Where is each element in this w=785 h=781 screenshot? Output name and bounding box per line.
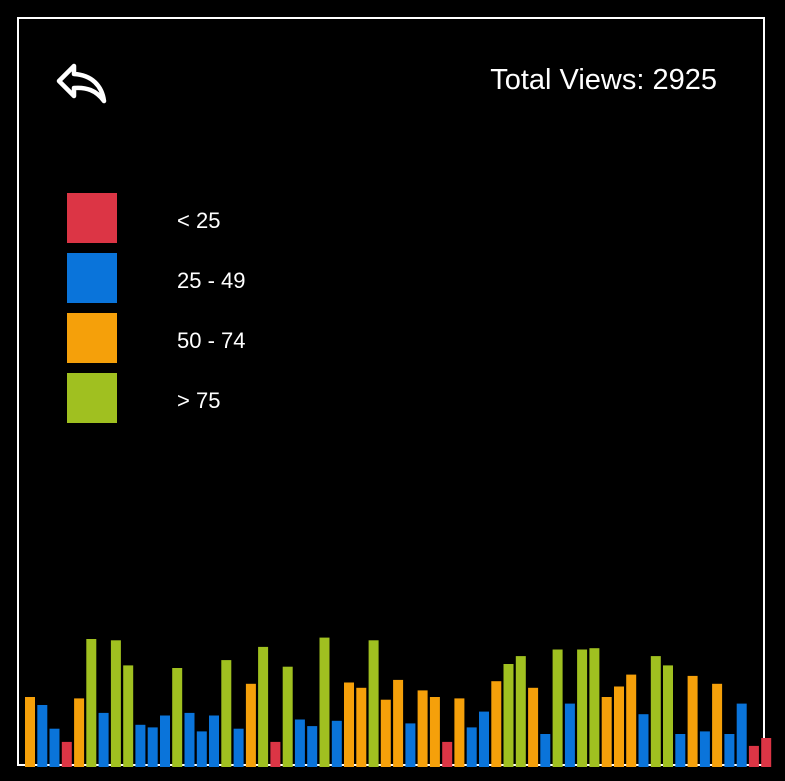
- bar: [221, 660, 232, 767]
- bar: [589, 648, 600, 767]
- bar: [552, 649, 563, 767]
- bar: [736, 703, 747, 767]
- bar: [270, 741, 281, 767]
- bar: [245, 683, 256, 767]
- bar: [515, 656, 526, 767]
- bar: [184, 712, 195, 767]
- legend-swatch-gt75: [67, 373, 117, 423]
- bar: [614, 686, 624, 767]
- bar: [37, 705, 48, 767]
- bar: [429, 697, 440, 767]
- bar: [650, 656, 661, 767]
- bar: [61, 741, 72, 767]
- bar: [356, 687, 367, 767]
- bar: [638, 714, 649, 767]
- bar: [577, 649, 588, 767]
- bar: [25, 697, 35, 767]
- bar: [233, 728, 244, 767]
- bar: [368, 640, 379, 767]
- bar: [564, 703, 575, 767]
- bar: [393, 679, 404, 767]
- bar: [466, 727, 477, 767]
- bar: [454, 698, 465, 767]
- back-button[interactable]: [56, 62, 110, 106]
- bar: [528, 687, 539, 767]
- bar: [699, 731, 710, 767]
- bar: [712, 683, 723, 767]
- bar: [761, 738, 772, 767]
- legend-label: 50 - 74: [177, 328, 246, 353]
- bar: [160, 715, 170, 767]
- bar: [196, 731, 207, 767]
- bar: [294, 719, 305, 767]
- bar: [503, 664, 514, 767]
- bar: [74, 698, 85, 767]
- total-views: Total Views: 2925: [490, 64, 717, 96]
- bar: [724, 734, 735, 767]
- bar: [626, 674, 637, 767]
- bar: [405, 723, 416, 767]
- bar: [344, 682, 354, 767]
- bar: [49, 728, 60, 767]
- legend-swatch-lt25: [67, 193, 117, 243]
- legend-label: 25 - 49: [177, 268, 246, 293]
- legend-swatch-50-74: [67, 313, 117, 363]
- bar: [307, 726, 318, 767]
- bar: [748, 745, 759, 767]
- legend-swatch-25-49: [67, 253, 117, 303]
- bar: [86, 639, 97, 767]
- bar: [687, 675, 698, 767]
- bar: [172, 668, 183, 767]
- bar: [147, 727, 158, 767]
- chart-frame: [17, 17, 765, 766]
- bar: [417, 690, 428, 767]
- bar: [479, 711, 489, 767]
- bar: [135, 724, 146, 767]
- legend-label: > 75: [177, 388, 221, 413]
- bar: [675, 734, 686, 767]
- bar: [258, 646, 269, 767]
- reply-arrow-icon: [56, 63, 107, 104]
- bar: [319, 637, 330, 767]
- bar: [209, 715, 219, 767]
- bar: [491, 681, 502, 767]
- bar: [331, 720, 342, 767]
- bar: [663, 665, 673, 767]
- bar: [442, 741, 453, 767]
- bar: [540, 734, 551, 767]
- bar: [282, 666, 293, 767]
- bar: [98, 712, 109, 767]
- bar: [123, 665, 134, 767]
- bar: [110, 640, 121, 767]
- bar: [601, 697, 612, 767]
- legend-label: < 25: [177, 208, 221, 233]
- bar: [380, 699, 391, 767]
